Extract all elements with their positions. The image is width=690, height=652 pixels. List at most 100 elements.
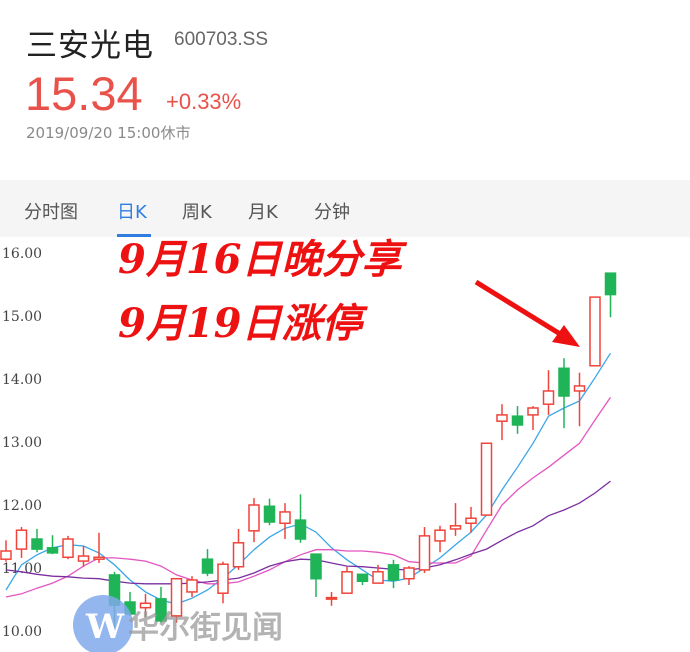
candle[interactable] bbox=[93, 532, 105, 563]
candle[interactable] bbox=[46, 535, 59, 555]
candle-body bbox=[589, 296, 601, 367]
candle[interactable] bbox=[232, 528, 245, 570]
candle-body bbox=[15, 529, 28, 550]
y-tick-label: 14.00 bbox=[2, 372, 42, 388]
stock-name: 三安光电 bbox=[26, 28, 154, 64]
tab-weekly-k[interactable]: 周K bbox=[182, 202, 212, 223]
candle-body bbox=[77, 555, 90, 562]
candle[interactable] bbox=[310, 553, 322, 597]
candle[interactable] bbox=[15, 527, 28, 558]
candle[interactable] bbox=[77, 545, 90, 567]
tab-intraday[interactable]: 分时图 bbox=[24, 202, 78, 223]
candle-body bbox=[0, 550, 12, 560]
candle[interactable] bbox=[263, 498, 276, 526]
candle[interactable] bbox=[356, 573, 369, 586]
candle-body bbox=[294, 519, 307, 540]
arrow-line bbox=[474, 279, 567, 340]
candle[interactable] bbox=[31, 528, 43, 553]
candle-body bbox=[279, 511, 291, 525]
candle[interactable] bbox=[589, 296, 601, 367]
candle[interactable] bbox=[279, 503, 291, 540]
candle-body bbox=[465, 517, 477, 525]
candle[interactable] bbox=[496, 404, 508, 441]
ma10-line bbox=[5, 396, 612, 598]
candle-body bbox=[62, 538, 74, 559]
candle-body bbox=[604, 272, 617, 296]
candle-body bbox=[232, 542, 245, 568]
candle-body bbox=[387, 564, 400, 581]
candle[interactable] bbox=[139, 593, 152, 618]
ma20-line bbox=[5, 480, 611, 585]
candle[interactable] bbox=[418, 527, 431, 574]
candle[interactable] bbox=[0, 540, 12, 562]
candle[interactable] bbox=[201, 549, 214, 577]
candle-body bbox=[217, 563, 229, 594]
candle-body bbox=[93, 556, 105, 560]
candle[interactable] bbox=[465, 506, 477, 533]
candle-body bbox=[310, 553, 322, 580]
candle[interactable] bbox=[403, 566, 415, 586]
candle[interactable] bbox=[511, 406, 524, 434]
candle[interactable] bbox=[325, 591, 338, 606]
candle-body bbox=[31, 538, 43, 550]
candle-body bbox=[248, 504, 260, 532]
candle-body bbox=[46, 547, 59, 554]
candle[interactable] bbox=[217, 561, 229, 604]
candle-body bbox=[558, 367, 570, 397]
candle-body bbox=[403, 567, 415, 580]
watermark: W 华尔街见闻 bbox=[73, 595, 283, 652]
candle-body bbox=[434, 529, 446, 542]
candle-body bbox=[511, 415, 524, 426]
candle-body bbox=[341, 571, 353, 594]
candle-body bbox=[496, 414, 508, 422]
y-tick-label: 12.00 bbox=[2, 498, 42, 514]
tab-daily-k[interactable]: 日K bbox=[117, 202, 147, 223]
candle-body bbox=[449, 525, 462, 530]
candle[interactable] bbox=[294, 494, 307, 543]
market-status-time: 2019/09/20 15:00休市 bbox=[26, 124, 191, 142]
candle[interactable] bbox=[155, 586, 167, 623]
candle[interactable] bbox=[186, 576, 198, 597]
candle-body bbox=[186, 579, 198, 593]
candle[interactable] bbox=[480, 442, 493, 516]
candle[interactable] bbox=[527, 406, 539, 431]
stock-code: 600703.SS bbox=[174, 29, 269, 50]
annotation-line-1: 9月16日晚分享 bbox=[118, 237, 407, 283]
candle[interactable] bbox=[449, 503, 462, 536]
candle-body bbox=[372, 571, 384, 584]
current-price: 15.34 bbox=[25, 67, 143, 120]
candle[interactable] bbox=[170, 577, 183, 623]
tab-monthly-k[interactable]: 月K bbox=[248, 202, 278, 223]
watermark-logo-icon bbox=[73, 595, 133, 652]
candle[interactable] bbox=[372, 564, 384, 584]
active-tab-indicator bbox=[117, 234, 151, 237]
candle-body bbox=[155, 598, 167, 622]
watermark-text: 华尔街见闻 bbox=[128, 610, 283, 646]
candle[interactable] bbox=[542, 370, 555, 415]
candle-body bbox=[480, 442, 493, 516]
candle[interactable] bbox=[604, 272, 617, 318]
candle[interactable] bbox=[62, 535, 74, 560]
y-tick-label: 10.00 bbox=[2, 624, 42, 640]
candle-body bbox=[573, 385, 586, 392]
annotation-line-2: 9月19日涨停 bbox=[118, 300, 368, 347]
tab-minute[interactable]: 分钟 bbox=[314, 202, 350, 223]
candle-body bbox=[263, 505, 276, 523]
candle-body bbox=[201, 558, 214, 574]
candle[interactable] bbox=[248, 498, 260, 543]
annotation: 9月16日晚分享 9月19日涨停 bbox=[118, 237, 580, 347]
candle-body bbox=[542, 390, 555, 405]
candle[interactable] bbox=[558, 358, 570, 429]
candle-body bbox=[325, 596, 338, 600]
candle[interactable] bbox=[387, 559, 400, 589]
candle-body bbox=[527, 407, 539, 416]
candle[interactable] bbox=[341, 566, 353, 594]
price-change: +0.33% bbox=[166, 89, 242, 114]
ma5-line bbox=[5, 352, 612, 605]
candle[interactable] bbox=[434, 525, 446, 553]
candle-body bbox=[139, 602, 152, 609]
candle[interactable] bbox=[573, 372, 586, 427]
arrow-head-icon bbox=[552, 325, 580, 347]
y-tick-label: 16.00 bbox=[2, 246, 42, 262]
